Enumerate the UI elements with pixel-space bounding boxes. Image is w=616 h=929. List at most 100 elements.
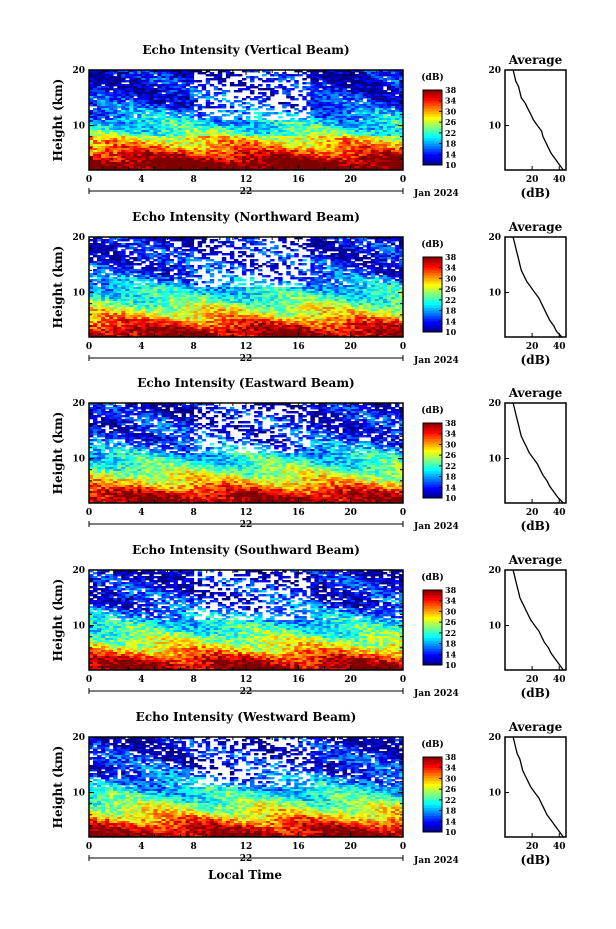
heatmap-cell <box>125 110 130 113</box>
heatmap-cell <box>302 120 307 123</box>
heatmap-cell <box>233 138 239 141</box>
heatmap-cell <box>334 130 339 133</box>
heatmap-cell <box>258 251 263 254</box>
heatmap-cell <box>378 72 384 75</box>
heatmap-cell <box>205 128 211 131</box>
heatmap-cell <box>262 94 267 97</box>
heatmap-cell <box>350 104 356 107</box>
heatmap-cell <box>237 130 243 133</box>
heatmap-cell <box>157 70 162 73</box>
heatmap-cell <box>93 104 98 107</box>
heatmap-cell <box>133 108 138 111</box>
heatmap-cell <box>330 98 335 101</box>
heatmap-cell <box>318 108 323 111</box>
heatmap-cell <box>358 110 364 113</box>
heatmap-cell <box>181 94 187 97</box>
heatmap-cell <box>109 86 114 89</box>
heatmap-cell <box>270 132 275 135</box>
heatmap-cell <box>173 74 178 77</box>
heatmap-cell <box>366 94 372 97</box>
heatmap-cell <box>153 269 158 272</box>
heatmap-cell <box>189 92 195 95</box>
heatmap-cell <box>326 82 331 85</box>
heatmap-cell <box>250 273 255 276</box>
heatmap-cell <box>330 122 335 125</box>
heatmap-cell <box>358 70 364 73</box>
heatmap-cell <box>354 142 360 145</box>
heatmap-cell <box>197 92 203 95</box>
heatmap-cell <box>266 124 271 127</box>
heatmap-cell <box>250 128 255 131</box>
heatmap-cell <box>157 132 162 135</box>
colorbar-tick-label: 38 <box>445 85 457 95</box>
heatmap-cell <box>330 74 335 77</box>
heatmap-cell <box>390 112 396 115</box>
heatmap-cell <box>165 72 170 75</box>
heatmap-cell <box>145 132 150 135</box>
x-tick-label: 12 <box>240 175 253 185</box>
heatmap-cell <box>205 281 211 284</box>
heatmap-cell <box>185 100 191 103</box>
heatmap-cell <box>213 140 219 143</box>
heatmap-cell <box>346 112 352 115</box>
heatmap-cell <box>125 247 130 250</box>
heatmap-cell <box>153 100 158 103</box>
heatmap-cell <box>322 126 327 129</box>
heatmap-cell <box>398 106 404 109</box>
heatmap-cell <box>322 104 327 107</box>
heatmap-cell <box>113 88 118 91</box>
heatmap-cell <box>354 78 360 81</box>
heatmap-cell <box>310 245 315 248</box>
heatmap-cell <box>274 126 279 129</box>
heatmap-cell <box>262 130 267 133</box>
heatmap-cell <box>149 122 154 125</box>
heatmap-cell <box>306 116 311 119</box>
heatmap-cell <box>161 122 166 125</box>
heatmap-cell <box>225 253 231 256</box>
heatmap-cell <box>105 130 110 133</box>
heatmap-cell <box>394 128 400 131</box>
heatmap-cell <box>141 124 146 127</box>
heatmap-cell <box>306 132 311 135</box>
heatmap-cell <box>97 120 102 123</box>
heatmap-cell <box>221 120 227 123</box>
heatmap-cell <box>149 112 154 115</box>
heatmap-cell <box>366 138 372 141</box>
heatmap-cell <box>290 134 295 137</box>
heatmap-cell <box>169 98 174 101</box>
heatmap-cell <box>225 138 231 141</box>
heatmap-cell <box>294 108 299 111</box>
heatmap-cell <box>213 120 219 123</box>
heatmap-cell <box>185 90 191 93</box>
heatmap-cell <box>390 92 396 95</box>
heatmap-cell <box>221 94 227 97</box>
heatmap-cell <box>306 136 311 139</box>
heatmap-cell <box>354 80 360 83</box>
heatmap-cell <box>225 140 231 143</box>
heatmap-cell <box>165 84 170 87</box>
heatmap-cell <box>225 271 231 274</box>
heatmap-cell <box>250 126 255 129</box>
heatmap-cell <box>125 134 130 137</box>
heatmap-cell <box>354 108 360 111</box>
heatmap-cell <box>326 267 331 270</box>
heatmap-cell <box>137 104 142 107</box>
heatmap-cell <box>117 100 122 103</box>
heatmap-cell <box>121 108 126 111</box>
heatmap-cell <box>217 88 223 91</box>
heatmap-cell <box>254 96 259 99</box>
heatmap-cell <box>258 122 263 125</box>
heatmap-cell <box>254 126 259 129</box>
heatmap-cell <box>334 136 339 139</box>
heatmap-cell <box>137 112 142 115</box>
heatmap-cell <box>378 90 384 93</box>
heatmap-cell <box>181 102 187 105</box>
heatmap-cell <box>161 98 166 101</box>
heatmap-cell <box>181 128 187 131</box>
heatmap-cell <box>270 279 275 282</box>
x-tick-label: 0 <box>86 175 92 185</box>
heatmap-cell <box>93 255 98 258</box>
heatmap-cell <box>129 78 134 81</box>
heatmap-cell <box>229 271 235 274</box>
heatmap-cell <box>286 132 291 135</box>
